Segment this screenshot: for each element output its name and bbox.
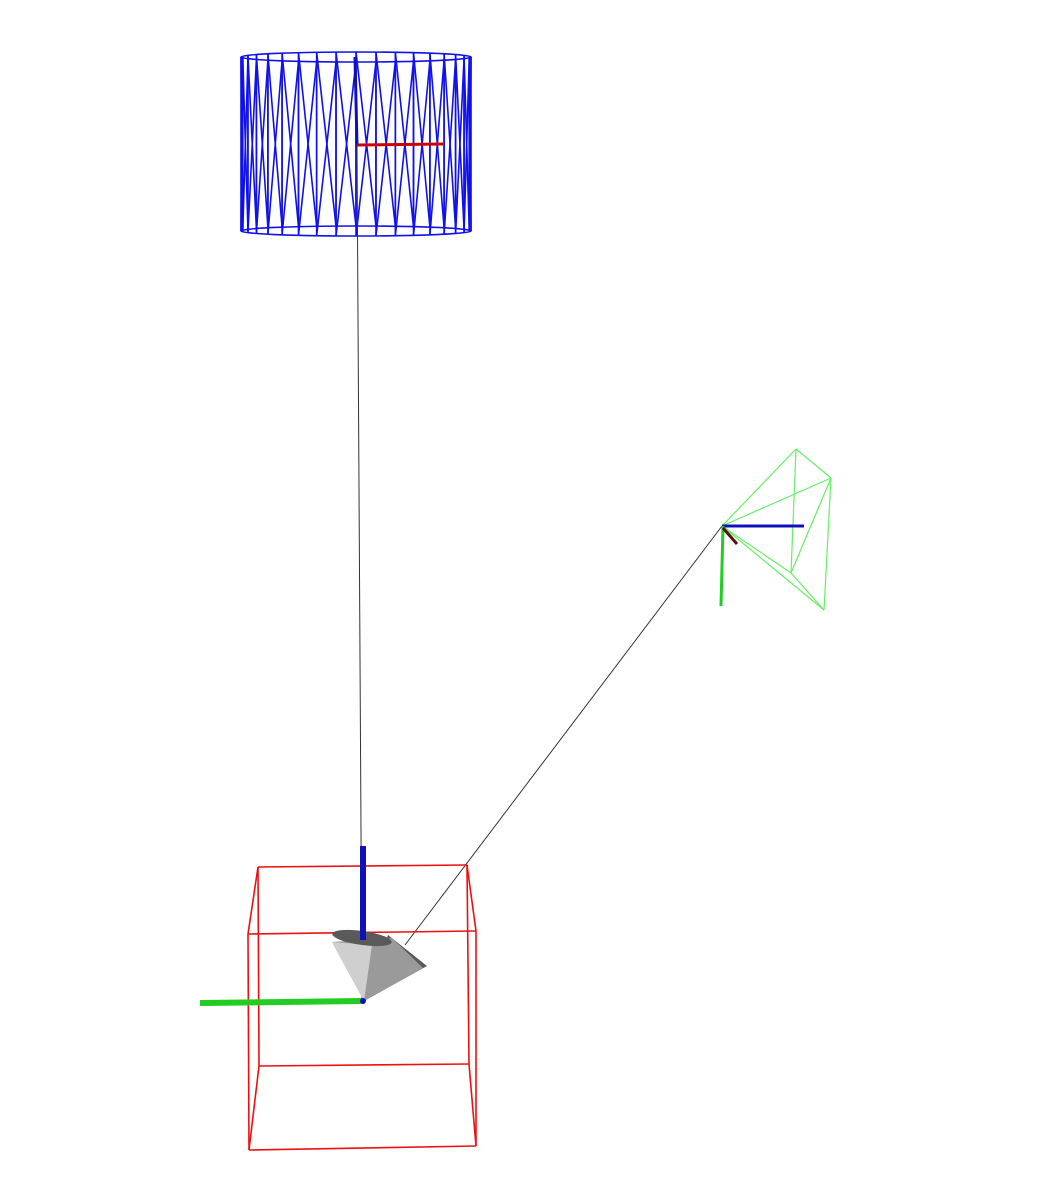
cylinder-diagonal: [394, 52, 415, 227]
cylinder-diagonal: [412, 52, 431, 228]
cylinder-diagonal: [454, 54, 465, 230]
cylinder-diagonal: [443, 53, 457, 229]
cylinder-diagonal: [241, 56, 249, 230]
cylinder-diagonal: [429, 53, 445, 228]
camera-axis-y: [719, 525, 725, 607]
cylinder-axis-z: [353, 56, 359, 146]
cylinder-diagonal: [297, 52, 318, 227]
frame-links: [356, 144, 723, 1001]
cylinder-diagonal: [355, 51, 377, 227]
cylinder-diagonal: [355, 61, 377, 237]
world-axis-y: [199, 998, 363, 1006]
camera-frame: [719, 524, 804, 607]
cylinder-diagonal: [315, 52, 337, 227]
cylinder-diagonal: [375, 61, 397, 237]
cylinder-diagonal: [463, 55, 471, 231]
cone: [332, 929, 427, 1001]
cylinder-diagonal: [335, 51, 357, 227]
cylinder-wireframe: [240, 51, 472, 237]
cylinder-diagonal: [297, 61, 318, 236]
link-camera-to-world: [404, 525, 723, 946]
camera-frustum: [721, 448, 832, 611]
camera-axis-x: [721, 527, 739, 545]
cylinder-diagonal: [247, 55, 258, 229]
world-origin: [360, 998, 366, 1004]
cylinder-diagonal: [255, 54, 269, 228]
cylinder-diagonal: [375, 51, 397, 227]
cylinder-diagonal: [267, 53, 283, 228]
cylinder-diagonal: [315, 61, 337, 236]
cylinder-diagonal: [335, 61, 357, 237]
cylinder-axis-x: [356, 142, 444, 147]
cylinder-diagonal: [468, 56, 472, 232]
cylinder-diagonal: [281, 53, 300, 227]
cylinder-frame: [353, 56, 444, 147]
cone-lit-side: [332, 942, 372, 1001]
world-frame: [199, 846, 366, 1006]
cylinder-diagonal: [394, 61, 415, 236]
